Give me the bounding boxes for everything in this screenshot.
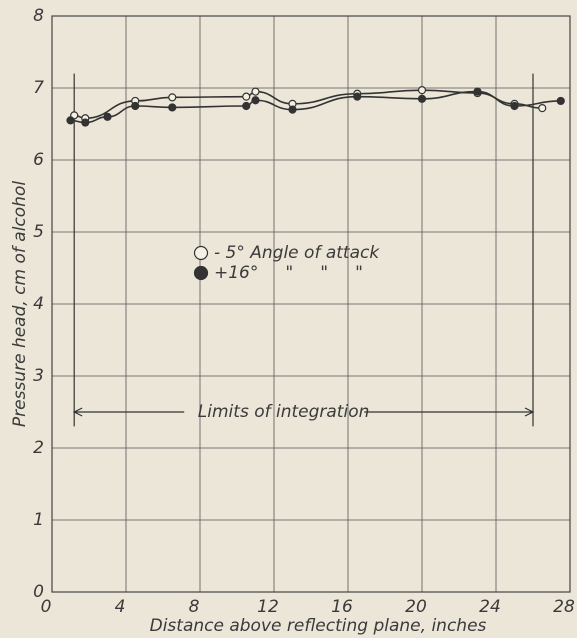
y-tick-label: 4 — [33, 294, 44, 314]
y-tick-label: 1 — [33, 510, 44, 530]
x-tick-label: 0 — [41, 597, 52, 617]
data-point — [473, 87, 482, 96]
data-point — [251, 87, 260, 96]
series-curve — [74, 89, 543, 120]
data-point — [417, 94, 427, 103]
y-tick-label: 2 — [33, 438, 44, 458]
y-tick-label: 3 — [33, 366, 44, 386]
y-tick-label: 6 — [33, 150, 44, 170]
y-tick-label: 5 — [33, 222, 44, 242]
data-point — [168, 103, 177, 112]
y-tick-label: 0 — [33, 582, 44, 602]
y-tick-label: 7 — [33, 78, 44, 98]
y-axis-label: Pressure head, cm of alcohol — [10, 181, 30, 427]
y-tick-label: 8 — [33, 6, 44, 26]
legend-marker — [193, 265, 209, 281]
x-tick-label: 16 — [331, 597, 353, 617]
data-point — [538, 104, 547, 113]
x-axis-label: Distance above reflecting plane, inches — [150, 616, 487, 636]
x-tick-label: 28 — [553, 597, 575, 617]
plot-frame — [51, 15, 571, 593]
x-tick-label: 8 — [189, 597, 200, 617]
x-tick-label: 12 — [257, 597, 279, 617]
data-point — [242, 101, 251, 111]
data-point — [288, 105, 297, 114]
data-point — [66, 116, 75, 125]
data-point — [103, 112, 112, 121]
series-curve — [70, 90, 561, 124]
data-point — [251, 96, 260, 105]
x-tick-label: 20 — [405, 597, 427, 617]
data-point — [242, 92, 251, 101]
legend-label: +16° " " " — [214, 263, 363, 283]
data-point — [417, 86, 427, 95]
annotation: Limits of integration — [198, 402, 370, 422]
legend-marker — [193, 245, 209, 261]
legend-label: - 5° Angle of attack — [214, 243, 380, 263]
data-point — [353, 92, 362, 101]
data-point — [510, 101, 519, 111]
data-point — [556, 96, 565, 106]
data-point — [168, 93, 177, 102]
data-point — [131, 101, 140, 111]
data-point — [81, 118, 90, 127]
limit-arrow — [72, 407, 535, 417]
x-tick-label: 4 — [115, 597, 126, 617]
x-tick-label: 24 — [479, 597, 501, 617]
